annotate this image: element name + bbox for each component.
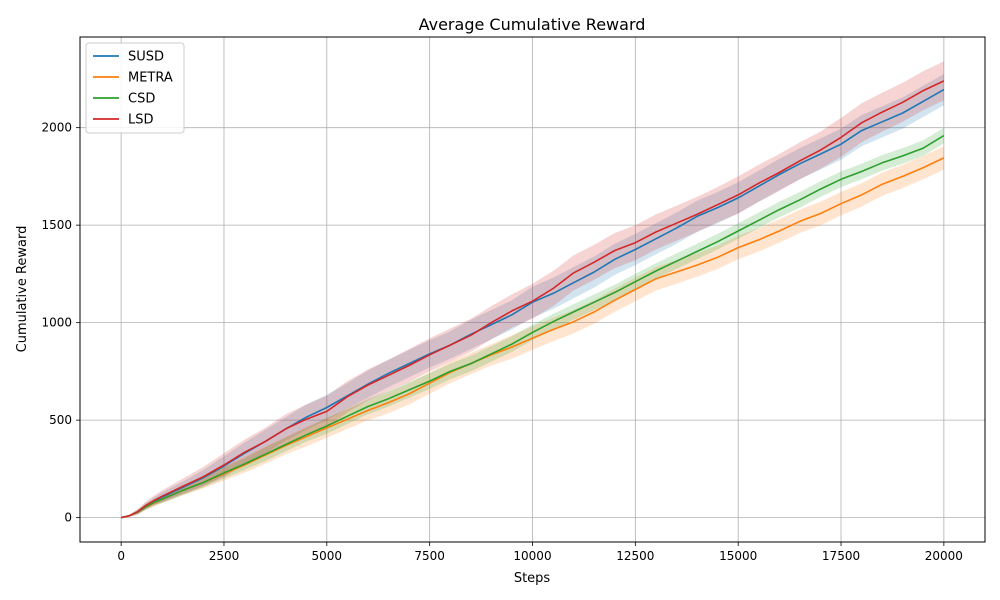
csd-band — [121, 127, 944, 518]
susd-line — [120, 88, 945, 519]
x-axis-label: Steps — [514, 571, 551, 586]
x-tick-label: 7500 — [414, 549, 445, 563]
legend-label-lsd: LSD — [128, 113, 154, 128]
y-tick-label: 1500 — [41, 218, 72, 232]
legend: SUSD METRA CSD LSD — [85, 42, 185, 134]
y-tick-label: 500 — [49, 413, 72, 427]
x-tick-label: 5000 — [312, 549, 343, 563]
x-tick-label: 2500 — [209, 549, 240, 563]
legend-label-metra: METRA — [128, 71, 173, 86]
legend-label-csd: CSD — [128, 92, 155, 107]
series-lines — [120, 80, 945, 519]
y-axis-label: Cumulative Reward — [15, 226, 30, 353]
legend-label-susd: SUSD — [128, 50, 164, 65]
x-tick-label: 12500 — [616, 549, 654, 563]
csd-line — [120, 134, 945, 519]
y-tick-label: 1000 — [41, 316, 72, 330]
grid-lines — [80, 37, 985, 542]
chart-title: Average Cumulative Reward — [419, 15, 646, 34]
lsd-line — [120, 80, 945, 519]
x-tick-label: 0 — [117, 549, 125, 563]
legend-box — [85, 42, 185, 134]
y-tick-label: 0 — [64, 511, 72, 525]
axis-ticks: 0 2500 5000 7500 10000 12500 15000 17500 20000 0 5… — [41, 121, 963, 563]
y-tick-label: 2000 — [41, 121, 72, 135]
x-tick-label: 10000 — [513, 549, 551, 563]
lsd-band — [121, 61, 944, 518]
x-tick-label: 15000 — [719, 549, 757, 563]
x-tick-label: 17500 — [822, 549, 860, 563]
x-tick-label: 20000 — [925, 549, 963, 563]
